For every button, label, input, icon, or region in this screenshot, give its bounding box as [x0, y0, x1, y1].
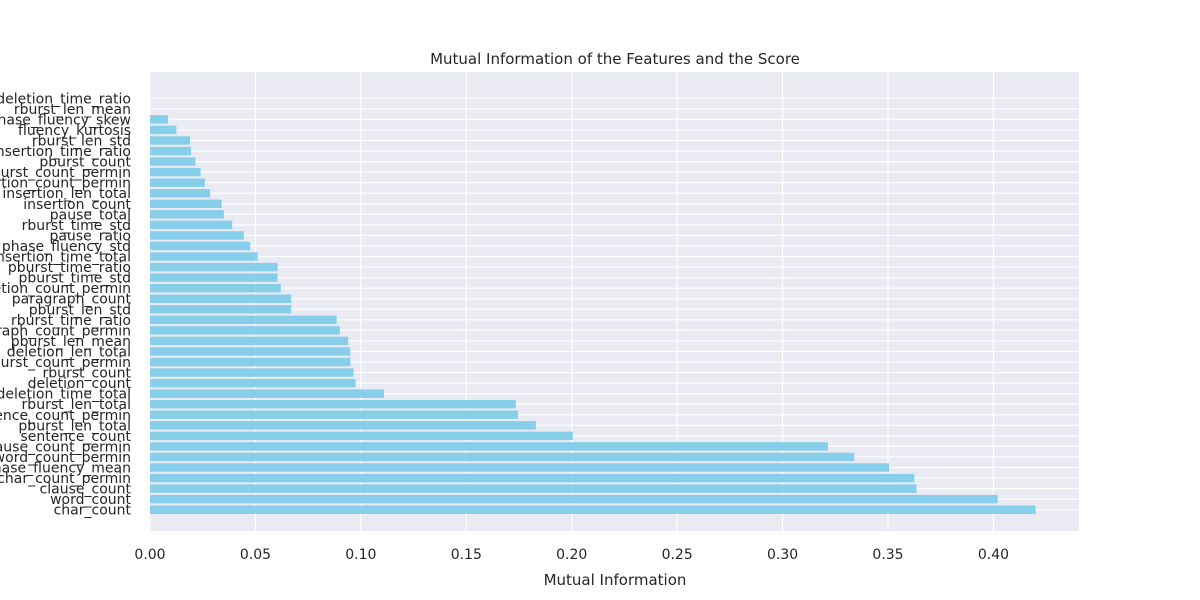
x-tick-label: 0.05 [240, 547, 271, 563]
category-label: pburst_len_mean [11, 334, 131, 350]
bar-deletion-time-total [150, 389, 385, 398]
gridlines [149, 72, 1079, 531]
category-label: clause_count_permin [0, 439, 131, 455]
bar-insertion-count-permin [150, 178, 205, 187]
category-label: phase_fluency_mean [0, 461, 131, 477]
category-label: rburst_len_mean [14, 102, 131, 118]
category-label: insertion_len_total [2, 186, 131, 202]
category-label: rburst_time_std [22, 218, 131, 234]
bar-char-count [150, 505, 1036, 514]
category-label: insertion_count [23, 197, 131, 213]
category-label: pburst_count_permin [0, 165, 131, 181]
bar-char-count-permin [150, 473, 915, 483]
bar-rburst-time-std [150, 220, 233, 230]
category-label: clause_count [40, 482, 132, 498]
category-label: deletion_time_total [0, 387, 131, 403]
bar-paragraph-count-permin [150, 326, 340, 335]
category-label: pburst_count [39, 155, 131, 171]
bar-rburst-count-permin [150, 357, 351, 367]
x-tick-label: 0.25 [662, 547, 693, 563]
category-label: pburst_time_ratio [8, 260, 131, 276]
category-label: insertion_count_permin [0, 176, 131, 192]
bar-insertion-time-ratio [150, 146, 192, 156]
category-label: word_count_permin [0, 450, 131, 466]
bar-clause-count [150, 484, 917, 493]
bar-sentence-count [150, 431, 573, 441]
bar-sentence-count-permin [150, 410, 518, 419]
x-tick-label: 0.35 [872, 547, 903, 563]
bar-pburst-time-std [150, 273, 278, 282]
bar-rburst-time-ratio [150, 315, 337, 325]
category-label: rburst_len_total [22, 397, 131, 413]
bar-phase-fluency-mean [150, 463, 890, 472]
bar-rburst-len-total [150, 399, 516, 409]
bar-paragraph-count [150, 294, 292, 303]
category-label: deletion_count [28, 376, 132, 392]
x-tick-label: 0.15 [451, 547, 482, 563]
bar-rburst-len-std [150, 136, 191, 145]
category-label: rburst_count_permin [0, 355, 131, 371]
bar-fluency-kurtosis [150, 125, 177, 135]
bar-pburst-len-std [150, 305, 292, 314]
category-label: char_count_permin [0, 471, 131, 487]
bars [150, 115, 1036, 514]
category-label: paragraph_count [12, 292, 132, 308]
bar-deletion-count-permin [150, 283, 281, 293]
bar-pburst-count-permin [150, 167, 201, 177]
chart-title: Mutual Information of the Features and t… [430, 50, 800, 68]
bar-pburst-len-total [150, 421, 536, 430]
category-label: deletion_time_ratio [0, 91, 131, 107]
category-label: rburst_len_std [32, 133, 131, 149]
x-tick-label: 0.40 [978, 547, 1009, 563]
category-labels: deletion_time_ratiorburst_len_meanphase_… [0, 91, 132, 518]
bar-insertion-time-total [150, 252, 258, 261]
category-label: pburst_len_std [29, 302, 131, 318]
category-label: phase_fluency_skew [0, 112, 131, 128]
category-label: word_count [50, 492, 131, 508]
category-label: rburst_count [42, 366, 131, 382]
bar-deletion-count [150, 378, 356, 388]
bar-pburst-len-mean [150, 336, 349, 346]
category-label: fluency_kurtosis [18, 123, 131, 139]
x-tick-labels: 0.00 0.05 0.10 0.15 0.20 0.25 0.30 0.35 0.40 [134, 547, 1009, 563]
bar-clause-count-permin [150, 442, 828, 451]
category-label: pause_ratio [49, 228, 131, 244]
bar-insertion-count [150, 199, 222, 209]
category-label: char_count [54, 503, 132, 519]
x-tick-label: 0.00 [134, 547, 165, 563]
category-label: rburst_time_ratio [11, 313, 131, 329]
category-label: pburst_len_total [18, 418, 131, 434]
category-label: phase_fluency_std [2, 239, 131, 255]
bar-word-count-permin [150, 452, 855, 462]
category-label: insertion_time_total [0, 250, 131, 266]
bar-rburst-count [150, 368, 354, 377]
x-tick-label: 0.20 [556, 547, 587, 563]
category-label: pause_total [50, 207, 131, 223]
bar-pause-total [150, 210, 224, 219]
x-tick-label: 0.10 [345, 547, 376, 563]
category-label: insertion_time_ratio [0, 144, 131, 160]
category-label: paragraph_count_permin [0, 323, 131, 339]
category-label: pburst_time_std [19, 271, 132, 287]
category-label: deletion_count_permin [0, 281, 131, 297]
category-label: deletion_len_total [7, 344, 131, 360]
bar-pburst-count [150, 157, 196, 166]
x-tick-label: 0.30 [767, 547, 798, 563]
bar-pause-ratio [150, 231, 244, 240]
category-label: sentence_count [20, 429, 131, 445]
bar-phase-fluency-skew [150, 115, 168, 124]
bar-pburst-time-ratio [150, 262, 278, 272]
bar-phase-fluency-std [150, 241, 251, 251]
bar-word-count [150, 494, 998, 504]
x-axis-label: Mutual Information [544, 571, 687, 589]
bar-insertion-len-total [150, 189, 211, 198]
category-label: sentence_count_permin [0, 408, 131, 424]
bar-deletion-len-total [150, 347, 351, 356]
